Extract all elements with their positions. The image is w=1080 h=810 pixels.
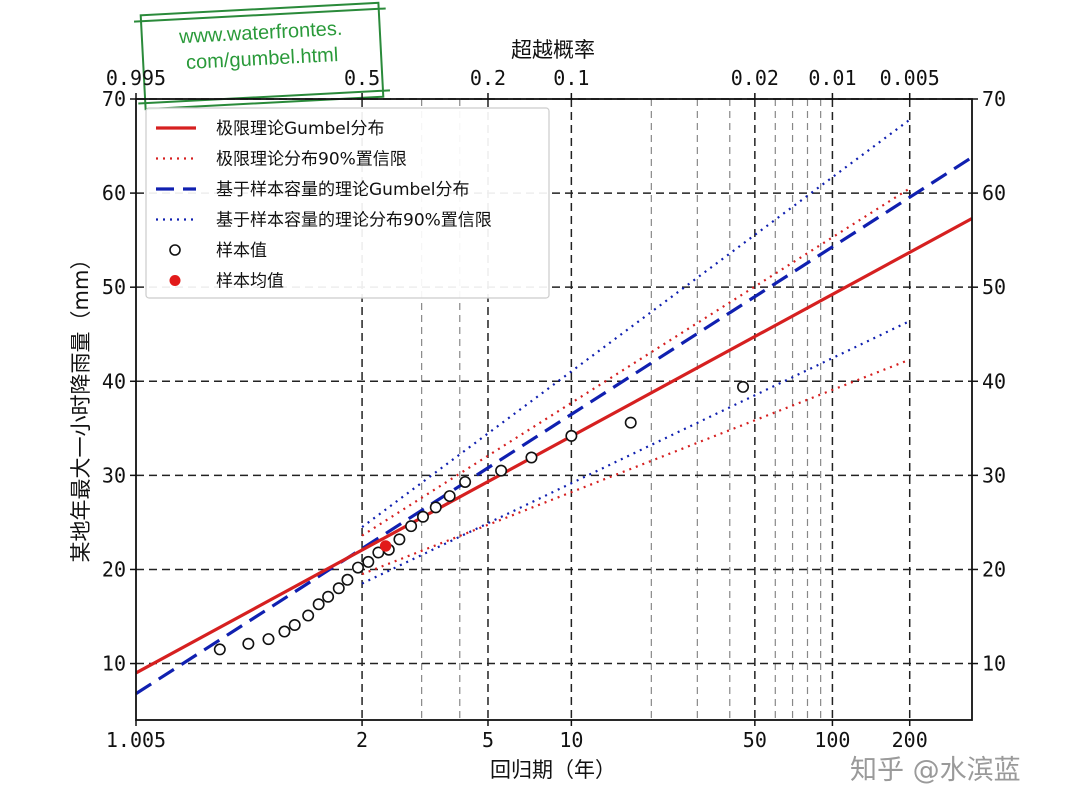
y-tick-label: 20 <box>102 557 126 581</box>
sample-point <box>393 533 406 546</box>
sample-point <box>405 520 418 533</box>
y-tick-label: 60 <box>102 181 126 205</box>
gumbel-upper-limit-line <box>361 187 911 537</box>
sample-point <box>565 429 578 442</box>
right-y-tick-label: 40 <box>982 369 1006 393</box>
sample-theory-upper-limit-line <box>361 118 911 528</box>
x-tick-label: 2 <box>356 728 368 752</box>
sample-point <box>332 582 345 595</box>
legend-label: 极限理论Gumbel分布 <box>216 119 384 139</box>
sample-point <box>737 380 750 393</box>
sample-point <box>322 590 335 603</box>
sample-point <box>302 609 315 622</box>
legend-swatch <box>169 275 181 286</box>
top-tick-label: 0.2 <box>470 66 506 90</box>
sample-point <box>262 633 275 646</box>
legend-label: 样本均值 <box>216 272 284 292</box>
x-tick-label: 50 <box>743 728 767 752</box>
right-y-tick-label: 10 <box>982 652 1006 676</box>
x-tick-label: 10 <box>559 728 583 752</box>
top-tick-label: 0.005 <box>880 66 940 90</box>
sample-point <box>278 625 291 638</box>
right-y-tick-label: 20 <box>982 557 1006 581</box>
x-tick-label: 100 <box>814 728 850 752</box>
x-tick-label: 1.005 <box>106 728 166 752</box>
sample-theory-gumbel-line <box>135 155 973 696</box>
sample-point <box>459 475 472 488</box>
x-tick-label: 200 <box>892 728 928 752</box>
sample-point <box>495 464 508 477</box>
top-tick-label: 0.02 <box>731 66 779 90</box>
top-axis-label: 超越概率 <box>511 38 595 62</box>
right-y-tick-label: 70 <box>982 87 1006 111</box>
x-axis-label: 回归期（年） <box>490 758 616 782</box>
top-tick-label: 0.1 <box>553 66 589 90</box>
legend-label: 极限理论分布90%置信限 <box>216 150 407 170</box>
legend-label: 基于样本容量的理论Gumbel分布 <box>216 180 469 200</box>
sample-point <box>213 643 226 656</box>
legend-label: 基于样本容量的理论分布90%置信限 <box>216 211 492 231</box>
legend-label: 样本值 <box>216 241 267 261</box>
top-tick-label: 0.5 <box>344 66 380 90</box>
sample-point <box>312 598 325 611</box>
sample-theory-lower-limit-line <box>361 320 911 585</box>
y-tick-label: 70 <box>102 87 126 111</box>
sample-point <box>288 618 301 631</box>
legend-swatch <box>169 244 181 256</box>
sample-point <box>351 561 364 574</box>
gumbel-lower-limit-line <box>361 358 911 576</box>
sample-point <box>429 501 442 514</box>
sample-point <box>362 555 375 568</box>
y-tick-label: 10 <box>102 652 126 676</box>
sample-point <box>624 416 637 429</box>
sample-point <box>525 451 538 464</box>
top-tick-label: 0.01 <box>808 66 856 90</box>
right-y-tick-label: 30 <box>982 463 1006 487</box>
sample-point <box>443 490 456 503</box>
x-tick-label: 5 <box>482 728 494 752</box>
sample-point <box>242 637 255 650</box>
right-y-tick-label: 50 <box>982 275 1006 299</box>
y-tick-label: 50 <box>102 275 126 299</box>
sample-point <box>341 573 354 586</box>
plot-frame <box>135 98 973 721</box>
sample-mean-point <box>379 540 392 552</box>
gumbel-theory-line <box>135 217 973 675</box>
top-tick-label: 0.995 <box>106 66 166 90</box>
legend-box <box>145 107 550 299</box>
sample-point <box>417 510 430 523</box>
y-axis-label: 某地年最大一小时降雨量（mm） <box>69 249 93 563</box>
author-credit: 知乎 @水滨蓝 <box>850 755 1021 786</box>
y-tick-label: 30 <box>102 463 126 487</box>
legend: 极限理论Gumbel分布极限理论分布90%置信限基于样本容量的理论Gumbel分… <box>145 107 550 299</box>
y-tick-label: 40 <box>102 369 126 393</box>
right-y-tick-label: 60 <box>982 181 1006 205</box>
